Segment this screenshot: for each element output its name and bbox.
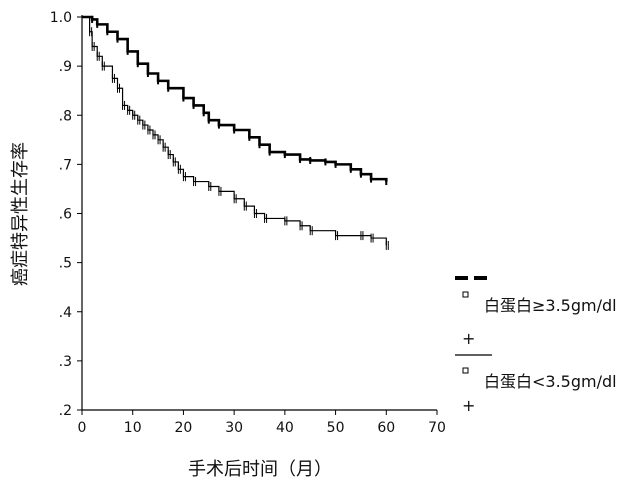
y-tick-label: .4 <box>59 305 72 321</box>
x-tick-label: 50 <box>327 420 345 436</box>
series-line-1 <box>82 16 387 246</box>
y-tick-label: .7 <box>59 157 72 173</box>
legend: 白蛋白≥3.5gm/dl + 白蛋白<3.5gm/dl + <box>455 276 617 415</box>
y-tick-label: .9 <box>59 59 72 75</box>
y-tick-label: .8 <box>59 108 72 124</box>
y-tick-label: .5 <box>59 256 72 272</box>
x-tick-label: 60 <box>377 420 395 436</box>
x-tick-label: 0 <box>78 420 87 436</box>
legend-label-2: 白蛋白<3.5gm/dl <box>484 372 617 391</box>
y-tick-label: .3 <box>59 354 72 370</box>
series-censor-marks-0 <box>91 15 388 186</box>
y-axis-title: 癌症特异性生存率 <box>10 142 31 286</box>
legend-label-1: 白蛋白≥3.5gm/dl <box>484 296 617 315</box>
y-tick-label: .6 <box>59 207 72 223</box>
x-tick-label: 70 <box>428 420 446 436</box>
axes: 0 10 20 30 40 50 60 70 .2 .3 .4 .5 .6 .7 .8 .9 1.0 <box>50 10 446 436</box>
series-layer <box>82 15 389 250</box>
legend-plus-2: + <box>462 396 475 415</box>
y-tick-label: 1.0 <box>50 10 72 26</box>
x-axis-title: 手术后时间（月） <box>188 459 332 480</box>
legend-plus-1: + <box>462 329 475 348</box>
x-tick-label: 40 <box>276 420 294 436</box>
x-tick-label: 10 <box>124 420 142 436</box>
legend-square-1 <box>462 291 469 298</box>
series-line-0 <box>82 15 388 182</box>
series-censor-marks-1 <box>89 27 389 250</box>
x-tick-label: 20 <box>175 420 193 436</box>
legend-square-2 <box>462 367 469 374</box>
y-tick-label: .2 <box>59 403 72 419</box>
x-tick-label: 30 <box>225 420 243 436</box>
